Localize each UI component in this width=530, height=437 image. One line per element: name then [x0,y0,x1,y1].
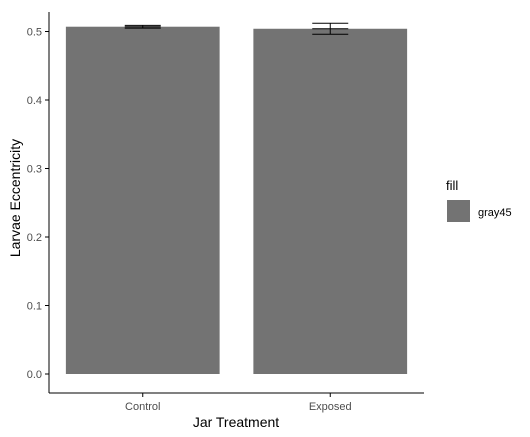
legend-label: gray45 [478,207,512,219]
legend-title: fill [446,178,458,193]
bars-layer [65,26,408,375]
x-tick-label-control: Control [125,401,160,413]
y-ticks-layer: 0.0 0.1 0.2 0.3 0.4 0.5 [27,27,49,381]
y-tick-label: 0.3 [27,164,42,176]
y-tick-label: 0.0 [27,369,42,381]
x-tick-label-exposed: Exposed [309,401,352,413]
y-axis-title: Larvae Eccentricity [7,139,23,257]
legend-key-swatch [447,200,470,222]
bar-control [65,26,220,375]
legend: fill gray45 [446,178,512,222]
errorbars-layer [124,22,349,35]
bar-exposed [253,28,408,374]
x-ticks-layer: Control Exposed [125,393,352,413]
y-tick-label: 0.1 [27,301,42,313]
y-tick-label: 0.4 [27,95,42,107]
y-tick-label: 0.5 [27,27,42,39]
axes-layer [48,12,424,394]
y-tick-label: 0.2 [27,232,42,244]
x-axis-title: Jar Treatment [193,414,279,430]
